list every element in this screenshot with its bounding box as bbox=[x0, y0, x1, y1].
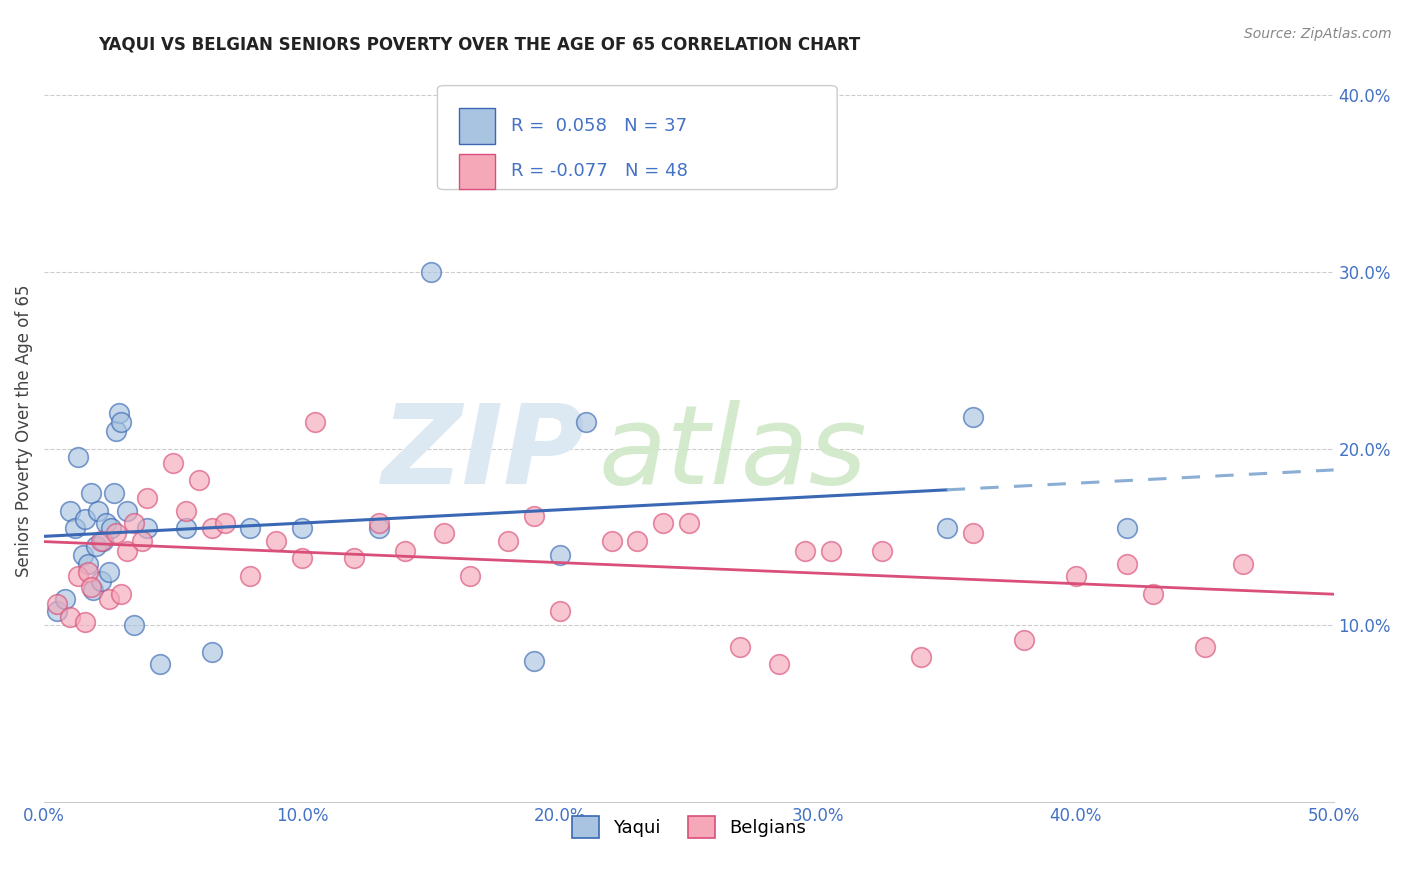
Point bbox=[820, 544, 842, 558]
Point bbox=[872, 544, 894, 558]
Point bbox=[214, 516, 236, 530]
Point bbox=[75, 512, 97, 526]
Legend: Yaqui, Belgians: Yaqui, Belgians bbox=[564, 809, 813, 846]
Point bbox=[1116, 521, 1139, 535]
Point bbox=[136, 491, 159, 505]
Point bbox=[87, 503, 110, 517]
Point bbox=[523, 654, 546, 668]
Point bbox=[90, 533, 112, 548]
Point bbox=[1012, 632, 1035, 647]
Text: Source: ZipAtlas.com: Source: ZipAtlas.com bbox=[1244, 27, 1392, 41]
Text: R = -0.077   N = 48: R = -0.077 N = 48 bbox=[510, 162, 688, 180]
Point bbox=[84, 539, 107, 553]
Point bbox=[108, 406, 131, 420]
Point bbox=[1194, 640, 1216, 654]
Point bbox=[239, 569, 262, 583]
Point bbox=[100, 521, 122, 535]
Point bbox=[730, 640, 752, 654]
Point bbox=[162, 456, 184, 470]
Point bbox=[59, 609, 82, 624]
Point bbox=[97, 591, 120, 606]
FancyBboxPatch shape bbox=[437, 86, 837, 190]
Point bbox=[498, 533, 520, 548]
Point bbox=[79, 485, 101, 500]
Point bbox=[678, 516, 700, 530]
Point bbox=[124, 618, 146, 632]
Point bbox=[66, 450, 89, 465]
Point bbox=[115, 503, 138, 517]
Point bbox=[291, 521, 314, 535]
Point bbox=[201, 645, 224, 659]
Point bbox=[910, 650, 932, 665]
Point bbox=[66, 569, 89, 583]
Point bbox=[1116, 557, 1139, 571]
Point bbox=[75, 615, 97, 629]
Text: R =  0.058   N = 37: R = 0.058 N = 37 bbox=[510, 117, 688, 135]
Point bbox=[523, 508, 546, 523]
Text: atlas: atlas bbox=[599, 400, 868, 507]
Point bbox=[458, 569, 481, 583]
Point bbox=[793, 544, 815, 558]
Point bbox=[53, 591, 76, 606]
Point bbox=[174, 503, 197, 517]
Point bbox=[935, 521, 957, 535]
Text: YAQUI VS BELGIAN SENIORS POVERTY OVER THE AGE OF 65 CORRELATION CHART: YAQUI VS BELGIAN SENIORS POVERTY OVER TH… bbox=[98, 36, 860, 54]
Point bbox=[433, 526, 456, 541]
Point bbox=[575, 415, 598, 429]
Point bbox=[72, 548, 94, 562]
Point bbox=[626, 533, 648, 548]
Point bbox=[46, 604, 69, 618]
Point bbox=[1142, 586, 1164, 600]
Point bbox=[77, 566, 100, 580]
Point bbox=[131, 533, 153, 548]
Point bbox=[103, 485, 125, 500]
Point bbox=[105, 526, 128, 541]
Point bbox=[264, 533, 287, 548]
Point bbox=[94, 516, 117, 530]
Point bbox=[768, 657, 790, 672]
Point bbox=[1232, 557, 1254, 571]
Point bbox=[46, 597, 69, 611]
Point bbox=[124, 516, 146, 530]
Point bbox=[652, 516, 675, 530]
Point bbox=[394, 544, 416, 558]
Point bbox=[110, 415, 132, 429]
Point bbox=[77, 557, 100, 571]
Point bbox=[962, 526, 984, 541]
Point bbox=[149, 657, 172, 672]
FancyBboxPatch shape bbox=[460, 108, 495, 144]
Point bbox=[110, 586, 132, 600]
Point bbox=[93, 533, 115, 548]
Point bbox=[291, 551, 314, 566]
Point bbox=[187, 474, 209, 488]
Point bbox=[420, 265, 443, 279]
Point bbox=[239, 521, 262, 535]
Point bbox=[79, 580, 101, 594]
Point bbox=[548, 548, 571, 562]
Point bbox=[1064, 569, 1087, 583]
Point bbox=[368, 521, 391, 535]
Point bbox=[962, 409, 984, 424]
Point bbox=[600, 533, 623, 548]
FancyBboxPatch shape bbox=[460, 153, 495, 189]
Point bbox=[548, 604, 571, 618]
Point bbox=[368, 516, 391, 530]
Point bbox=[342, 551, 364, 566]
Point bbox=[63, 521, 86, 535]
Y-axis label: Seniors Poverty Over the Age of 65: Seniors Poverty Over the Age of 65 bbox=[15, 285, 32, 577]
Point bbox=[174, 521, 197, 535]
Point bbox=[105, 424, 128, 438]
Point bbox=[59, 503, 82, 517]
Text: ZIP: ZIP bbox=[382, 400, 586, 507]
Point bbox=[82, 583, 104, 598]
Point bbox=[90, 574, 112, 589]
Point bbox=[136, 521, 159, 535]
Point bbox=[304, 415, 326, 429]
Point bbox=[97, 566, 120, 580]
Point bbox=[115, 544, 138, 558]
Point bbox=[201, 521, 224, 535]
